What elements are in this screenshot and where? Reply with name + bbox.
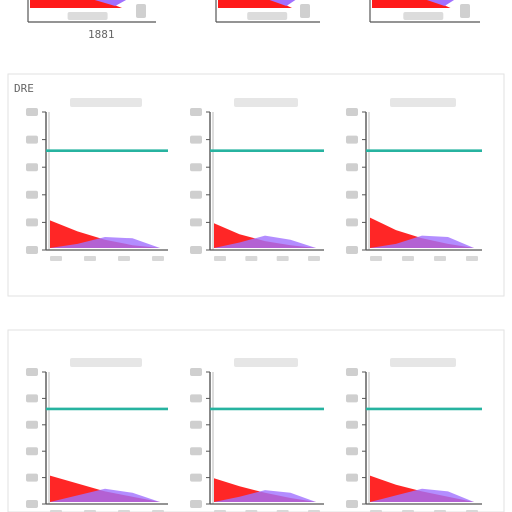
fragment-tick-placeholder	[300, 4, 310, 18]
x-tick-label-placeholder	[118, 256, 130, 261]
y-tick-label-placeholder	[346, 190, 358, 199]
x-tick-label-placeholder	[308, 256, 320, 261]
y-tick-label-placeholder	[26, 447, 38, 456]
top-fragment	[27, 0, 156, 23]
y-tick-label-placeholder	[346, 447, 358, 456]
x-tick-label-placeholder	[466, 256, 478, 261]
y-tick-label-placeholder	[26, 190, 38, 199]
y-tick-label-placeholder	[346, 135, 358, 144]
y-tick-label-placeholder	[346, 420, 358, 429]
y-tick-label-placeholder	[190, 190, 202, 199]
y-tick-label-placeholder	[346, 218, 358, 227]
chart-panel	[26, 358, 168, 512]
area-series-purple	[214, 235, 316, 248]
x-tick-label-placeholder	[50, 256, 62, 261]
area-series-red	[50, 220, 160, 248]
x-tick-label-placeholder	[276, 256, 289, 261]
area-series-purple	[370, 235, 474, 248]
y-tick-label-placeholder	[190, 135, 202, 144]
fragment-label-placeholder	[67, 12, 108, 20]
y-tick-label-placeholder	[190, 246, 202, 254]
y-tick-label-placeholder	[190, 447, 202, 456]
y-tick-label-placeholder	[190, 500, 202, 508]
y-tick-label-placeholder	[346, 473, 358, 482]
fragment-label-placeholder	[403, 12, 444, 20]
chart-panel	[26, 98, 168, 261]
area-series-purple	[370, 488, 474, 502]
x-tick-label-placeholder	[370, 256, 382, 261]
top-fragment	[369, 0, 480, 23]
fragment-label-placeholder	[247, 12, 288, 20]
y-tick-label-placeholder	[190, 394, 202, 403]
fragment-area-purple	[94, 0, 127, 6]
y-tick-label-placeholder	[26, 135, 38, 144]
top-strip-label: 1881	[88, 28, 115, 41]
y-tick-label-placeholder	[26, 218, 38, 227]
area-series-red	[370, 217, 474, 248]
y-tick-label-placeholder	[346, 368, 358, 376]
x-tick-label-placeholder	[434, 256, 446, 261]
y-tick-label-placeholder	[190, 218, 202, 227]
fragment-area-purple	[269, 0, 296, 6]
y-tick-label-placeholder	[26, 163, 38, 172]
section-label: DRE	[14, 82, 34, 95]
y-tick-label-placeholder	[26, 473, 38, 482]
area-series-purple	[50, 488, 160, 502]
chart-panels	[26, 98, 482, 512]
title-placeholder	[70, 358, 142, 367]
chart-panel	[346, 358, 482, 512]
chart-panel	[190, 358, 324, 512]
y-tick-label-placeholder	[190, 368, 202, 376]
x-tick-label-placeholder	[84, 256, 96, 261]
title-placeholder	[234, 358, 298, 367]
title-placeholder	[390, 98, 456, 107]
area-series-purple	[50, 237, 160, 248]
y-tick-label-placeholder	[26, 420, 38, 429]
top-fragment	[215, 0, 320, 23]
x-tick-label-placeholder	[402, 256, 414, 261]
y-tick-label-placeholder	[26, 368, 38, 376]
y-tick-label-placeholder	[26, 500, 38, 508]
fragment-area-red	[372, 0, 451, 8]
y-tick-label-placeholder	[346, 246, 358, 254]
y-tick-label-placeholder	[190, 163, 202, 172]
y-tick-label-placeholder	[346, 163, 358, 172]
y-tick-label-placeholder	[26, 246, 38, 254]
x-tick-label-placeholder	[152, 256, 164, 261]
x-tick-label-placeholder	[245, 256, 258, 261]
title-placeholder	[234, 98, 298, 107]
row1-frame	[7, 73, 505, 297]
row2-frame	[7, 329, 505, 512]
top-chart-strip	[27, 0, 480, 23]
y-tick-label-placeholder	[190, 420, 202, 429]
y-tick-label-placeholder	[346, 500, 358, 508]
fragment-tick-placeholder	[460, 4, 470, 18]
title-placeholder	[390, 358, 456, 367]
chart-panel	[190, 98, 324, 261]
fragment-area-red	[218, 0, 292, 8]
x-tick-label-placeholder	[214, 256, 226, 261]
y-tick-label-placeholder	[190, 473, 202, 482]
area-series-red	[214, 478, 316, 502]
title-placeholder	[70, 98, 142, 107]
y-tick-label-placeholder	[190, 108, 202, 116]
chart-panel	[346, 98, 482, 261]
fragment-area-red	[30, 0, 122, 8]
y-tick-label-placeholder	[346, 108, 358, 116]
area-series-red	[214, 223, 316, 248]
y-tick-label-placeholder	[346, 394, 358, 403]
area-series-purple	[214, 490, 316, 502]
fragment-area-purple	[426, 0, 455, 6]
fragment-tick-placeholder	[136, 4, 146, 18]
y-tick-label-placeholder	[26, 108, 38, 116]
y-tick-label-placeholder	[26, 394, 38, 403]
